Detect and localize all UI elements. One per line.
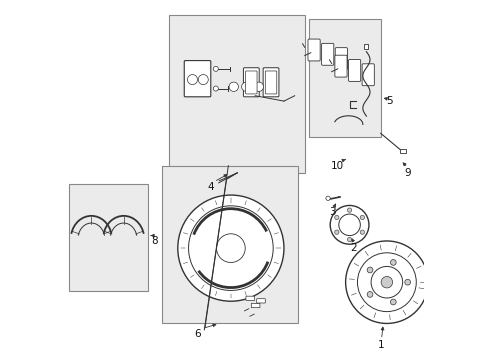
Text: 1: 1 xyxy=(377,340,384,350)
FancyBboxPatch shape xyxy=(348,59,360,81)
FancyBboxPatch shape xyxy=(162,166,298,323)
Circle shape xyxy=(404,279,410,285)
FancyBboxPatch shape xyxy=(307,39,320,61)
Text: 2: 2 xyxy=(350,243,356,253)
Circle shape xyxy=(198,75,208,85)
Circle shape xyxy=(346,237,351,242)
Circle shape xyxy=(360,215,364,220)
Circle shape xyxy=(188,206,273,291)
Circle shape xyxy=(346,208,351,212)
Circle shape xyxy=(178,195,284,301)
Circle shape xyxy=(325,196,329,201)
Text: 7: 7 xyxy=(210,250,217,260)
FancyBboxPatch shape xyxy=(263,68,278,97)
FancyBboxPatch shape xyxy=(321,43,333,65)
Circle shape xyxy=(266,82,276,91)
FancyBboxPatch shape xyxy=(245,296,254,301)
Text: 10: 10 xyxy=(330,161,344,171)
Circle shape xyxy=(213,86,218,91)
Circle shape xyxy=(380,276,392,288)
FancyBboxPatch shape xyxy=(251,303,260,308)
FancyBboxPatch shape xyxy=(308,19,380,137)
Circle shape xyxy=(254,82,263,91)
Bar xyxy=(363,44,367,49)
Circle shape xyxy=(334,230,338,234)
FancyBboxPatch shape xyxy=(184,60,210,97)
Text: 4: 4 xyxy=(207,182,213,192)
FancyBboxPatch shape xyxy=(256,299,265,303)
Circle shape xyxy=(370,266,402,298)
Circle shape xyxy=(357,253,415,312)
Circle shape xyxy=(338,214,360,235)
Circle shape xyxy=(360,230,364,234)
FancyBboxPatch shape xyxy=(245,71,257,94)
FancyBboxPatch shape xyxy=(334,55,346,77)
FancyBboxPatch shape xyxy=(335,48,346,69)
FancyBboxPatch shape xyxy=(265,71,276,94)
Text: 6: 6 xyxy=(194,329,201,339)
Text: 5: 5 xyxy=(386,96,392,106)
Circle shape xyxy=(389,260,395,265)
Circle shape xyxy=(334,215,338,220)
Circle shape xyxy=(329,206,368,244)
Circle shape xyxy=(345,241,427,323)
Text: 8: 8 xyxy=(150,236,157,246)
FancyBboxPatch shape xyxy=(169,15,305,173)
Text: 3: 3 xyxy=(328,207,335,217)
FancyBboxPatch shape xyxy=(362,64,373,86)
Text: 9: 9 xyxy=(404,168,410,178)
Circle shape xyxy=(213,66,218,71)
Bar xyxy=(400,149,406,153)
FancyBboxPatch shape xyxy=(69,184,147,291)
Circle shape xyxy=(228,82,238,91)
Circle shape xyxy=(216,234,244,262)
Circle shape xyxy=(389,299,395,305)
Circle shape xyxy=(187,75,197,85)
Circle shape xyxy=(366,267,372,273)
FancyBboxPatch shape xyxy=(243,68,259,97)
Circle shape xyxy=(366,292,372,297)
Circle shape xyxy=(241,82,250,91)
